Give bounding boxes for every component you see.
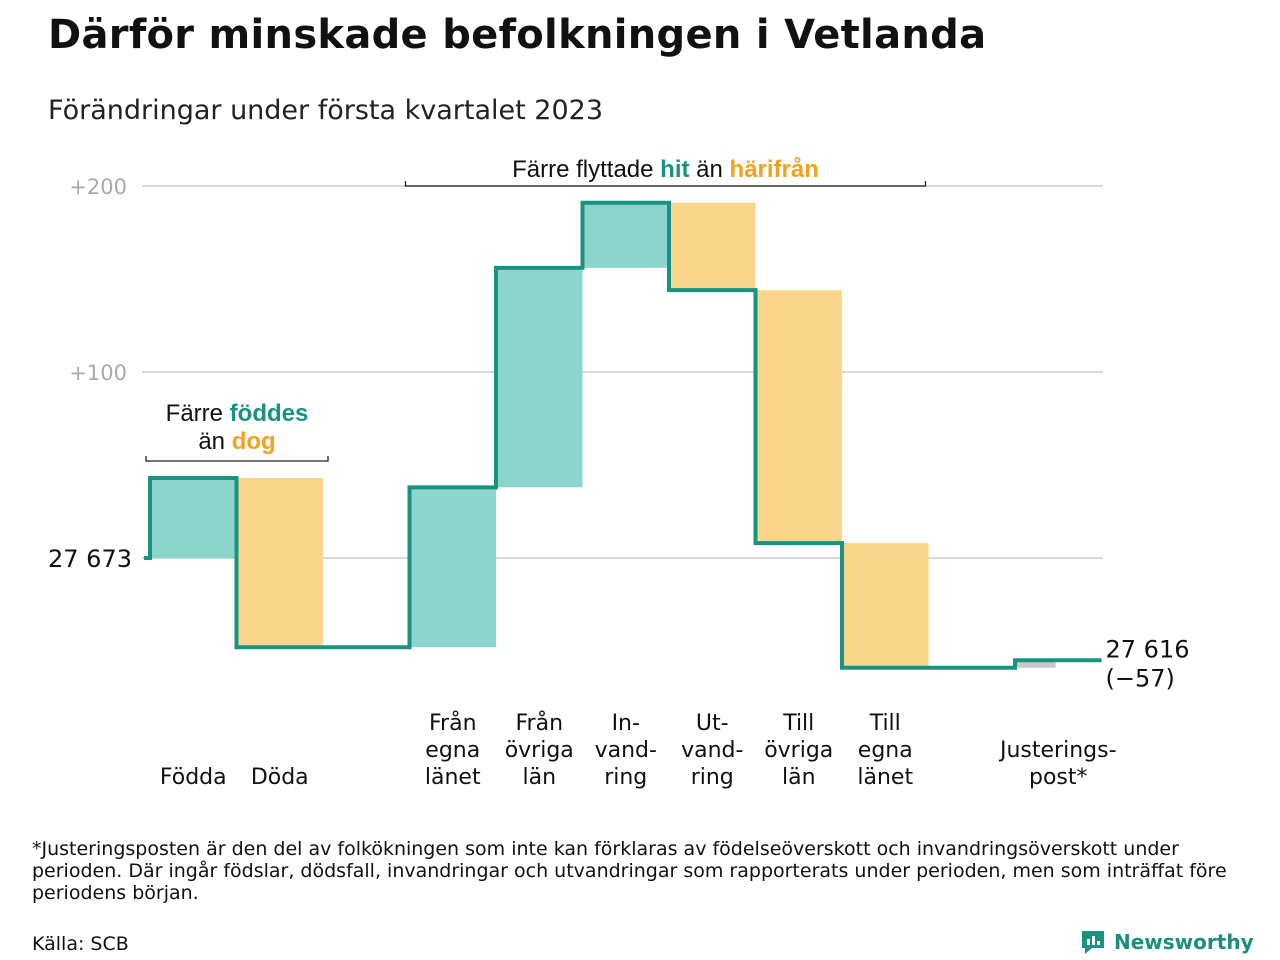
annotation-text-plain: än xyxy=(198,428,231,455)
newsworthy-logo-icon xyxy=(1082,931,1104,954)
bar-increase xyxy=(409,487,496,648)
category-label: Ut- xyxy=(696,711,729,736)
category-label: Till xyxy=(782,711,814,736)
category-label: Döda xyxy=(251,765,309,790)
category-label: ring xyxy=(691,765,734,790)
annotation-bracket xyxy=(145,456,329,462)
bar-decrease xyxy=(755,290,842,544)
running-total-line xyxy=(144,200,1102,670)
bar-increase xyxy=(496,267,583,488)
annotation-text-plain: än xyxy=(690,156,730,183)
footnote: *Justeringsposten är den del av folkökni… xyxy=(32,838,1227,904)
category-label: Från xyxy=(515,710,563,736)
bar-decrease xyxy=(669,202,756,291)
category-label: länet xyxy=(857,765,913,790)
brand: Newsworthy xyxy=(1080,928,1254,956)
end-value-label: 27 616 xyxy=(1106,635,1190,663)
y-tick-label: +100 xyxy=(69,361,127,385)
annotation-text-highlight: föddes xyxy=(230,400,309,427)
category-label: län xyxy=(782,765,816,790)
start-value-label: 27 673 xyxy=(48,545,132,573)
chart-subtitle: Förändringar under första kvartalet 2023 xyxy=(48,95,604,126)
bar-increase xyxy=(150,478,237,558)
annotation-text: Färre flyttade hit än härifrån xyxy=(512,156,819,183)
category-label: Till xyxy=(869,711,901,736)
category-label: ring xyxy=(604,765,647,790)
category-label: egna xyxy=(425,738,480,763)
category-label: post* xyxy=(1029,765,1088,790)
bar-decrease xyxy=(842,543,929,668)
category-label: vand- xyxy=(595,738,657,763)
brand-name: Newsworthy xyxy=(1114,930,1254,954)
category-label: Justerings- xyxy=(998,738,1117,763)
annotation-text-highlight: hit xyxy=(660,156,689,183)
category-label: övriga xyxy=(505,738,574,763)
bar-decrease xyxy=(236,478,323,648)
category-label: Födda xyxy=(160,765,227,790)
annotation-text-highlight: dog xyxy=(232,428,276,455)
annotation-bracket xyxy=(404,181,927,187)
category-label: In- xyxy=(612,711,640,736)
annotation-text: än dog xyxy=(198,428,275,455)
category-label: län xyxy=(522,765,556,790)
bar-adjustment xyxy=(1016,660,1056,668)
category-label: övriga xyxy=(764,738,833,763)
y-tick-label: +200 xyxy=(69,175,127,199)
annotation-text-highlight: härifrån xyxy=(730,156,819,183)
annotation-text-plain: Färre xyxy=(166,400,230,427)
category-label: länet xyxy=(425,765,481,790)
chart-title: Därför minskade befolkningen i Vetlanda xyxy=(48,12,987,58)
end-change-label: (−57) xyxy=(1106,664,1175,692)
annotation-text-plain: Färre flyttade xyxy=(512,156,660,183)
annotation-text: Färre föddes xyxy=(166,400,309,427)
category-label: egna xyxy=(858,738,913,763)
source-note: Källa: SCB xyxy=(32,933,129,955)
bar-increase xyxy=(582,202,669,268)
category-label: vand- xyxy=(681,738,743,763)
category-label: Från xyxy=(429,710,477,736)
